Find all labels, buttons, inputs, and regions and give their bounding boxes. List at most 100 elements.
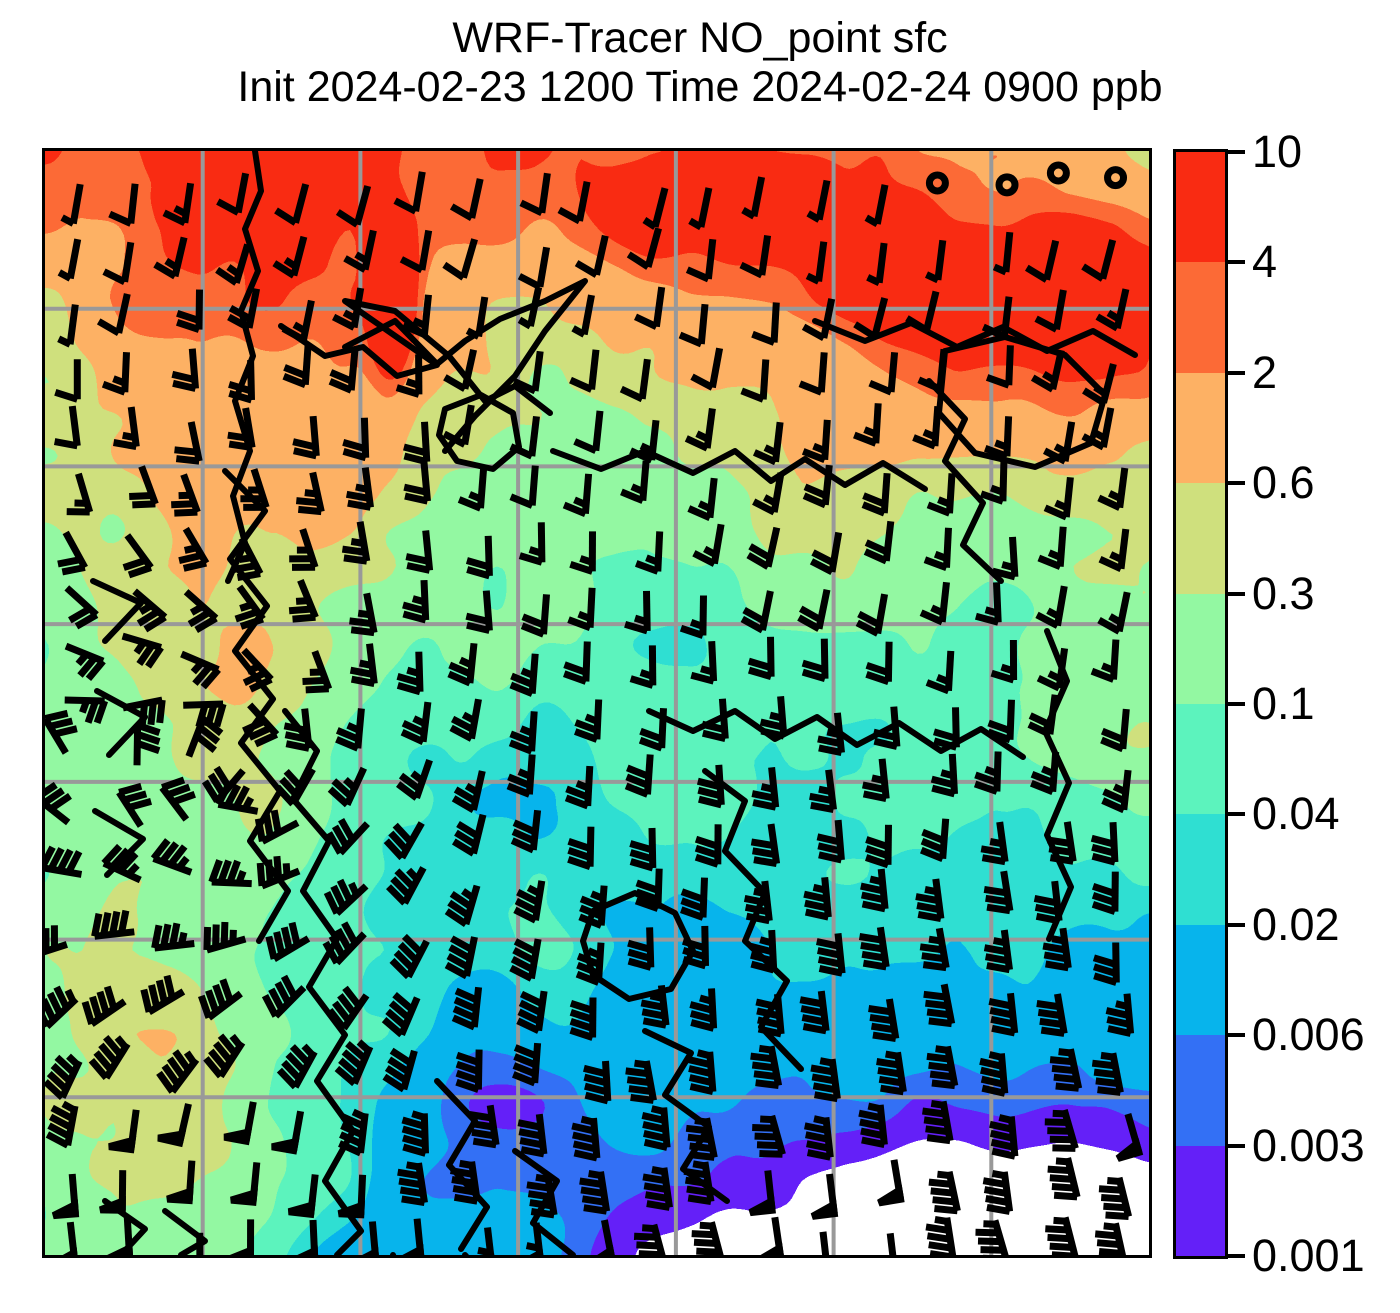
wind-barb — [1046, 161, 1070, 185]
wind-barb — [1104, 166, 1128, 190]
wind-barb — [108, 1109, 140, 1154]
wind-barb — [395, 354, 423, 398]
wind-barb — [574, 234, 609, 278]
wind-barb — [403, 460, 431, 505]
wind-barb — [53, 405, 81, 450]
wind-barb — [227, 407, 256, 451]
wind-barb — [517, 286, 543, 330]
wind-barb — [933, 707, 960, 751]
wind-barb — [171, 348, 199, 392]
wind-barb — [203, 921, 247, 954]
tracer-contour-field — [45, 151, 1149, 1255]
wind-barb — [444, 884, 481, 928]
wind-barb — [1100, 708, 1130, 753]
wind-barb — [122, 696, 166, 727]
wind-barb — [799, 990, 830, 1035]
wind-barb — [402, 579, 430, 624]
map-plot-area[interactable] — [42, 148, 1152, 1258]
wind-barb — [171, 473, 201, 517]
colorbar-tick-mark — [1228, 1254, 1245, 1258]
wind-barb — [863, 520, 895, 565]
colorbar-tick-label: 0.04 — [1252, 789, 1340, 839]
wind-barb — [525, 1222, 544, 1255]
colorbar-tick-label: 0.6 — [1252, 458, 1315, 508]
wind-barb — [930, 753, 958, 798]
wind-barb — [747, 636, 775, 681]
colorbar[interactable] — [1173, 149, 1228, 1259]
wind-barb — [1115, 1113, 1144, 1162]
wind-barb — [509, 653, 539, 697]
colorbar-tick-mark — [1228, 591, 1245, 596]
wind-barb — [506, 754, 536, 798]
colorbar-tick-mark — [1228, 481, 1245, 486]
wind-barb — [866, 242, 888, 286]
wind-barb — [509, 938, 542, 982]
wind-barb — [624, 754, 654, 798]
wind-barb — [990, 639, 1018, 684]
wind-barb — [451, 770, 486, 814]
wind-barb — [1091, 1051, 1124, 1096]
wind-barb — [509, 465, 539, 509]
wind-barb — [1036, 647, 1069, 692]
wind-barb — [571, 294, 595, 338]
colorbar-band — [1176, 1035, 1225, 1146]
wind-barb — [688, 187, 713, 231]
wind-barb — [45, 845, 83, 878]
wind-barb — [872, 706, 901, 750]
wind-barb — [272, 235, 308, 279]
coastline-path — [1042, 628, 1074, 942]
wind-barb — [526, 1173, 558, 1219]
wind-barb — [802, 464, 833, 509]
wind-barb — [696, 764, 725, 809]
wind-barb — [987, 699, 1015, 744]
wind-barb — [740, 590, 774, 634]
wind-barb — [861, 472, 891, 517]
wind-barb — [626, 227, 662, 270]
wind-barb — [271, 1110, 305, 1155]
wind-barb — [690, 347, 724, 391]
title-line-2: Init 2024-02-23 1200 Time 2024-02-24 090… — [0, 63, 1400, 112]
coastline-overlay — [45, 151, 1149, 1255]
colorbar-tick-label: 0.006 — [1252, 1010, 1365, 1060]
wind-barb — [64, 696, 109, 724]
wind-barb — [381, 992, 421, 1038]
wind-barb — [343, 229, 377, 273]
wind-barb — [512, 350, 544, 395]
wind-barb — [102, 241, 135, 286]
colorbar-tick-label: 0.02 — [1252, 899, 1340, 950]
wind-barb — [1090, 822, 1119, 866]
wind-barb — [64, 642, 106, 682]
wind-barb — [1035, 585, 1068, 629]
wind-barb — [797, 588, 831, 632]
wind-barb — [751, 302, 780, 346]
wind-barb — [989, 1114, 1019, 1160]
wind-barb — [101, 352, 130, 396]
wind-barb — [981, 296, 1013, 340]
wind-barb — [335, 708, 365, 752]
wind-barb — [633, 1223, 666, 1255]
colorbar-tick-label: 0.3 — [1252, 568, 1315, 619]
wind-barb — [180, 650, 221, 690]
wind-barb — [627, 927, 655, 971]
wind-barb — [227, 288, 261, 332]
wind-barb — [287, 1174, 319, 1219]
wind-barb — [108, 183, 139, 227]
wind-barb — [349, 643, 378, 687]
wind-barb — [749, 929, 778, 974]
wind-barb — [583, 1060, 612, 1105]
wind-barb — [925, 650, 955, 695]
wind-barb — [1097, 467, 1129, 511]
wind-barb — [1097, 591, 1131, 635]
wind-barb — [805, 241, 828, 285]
wind-barb — [174, 421, 203, 465]
wind-barb — [288, 578, 319, 623]
colorbar-tick-mark — [1228, 1143, 1245, 1148]
wind-barb — [679, 595, 707, 639]
wind-barb — [1094, 1222, 1126, 1255]
wind-barb — [234, 584, 266, 630]
wind-barb — [345, 467, 374, 511]
wind-barb — [640, 984, 670, 1029]
wind-barb — [511, 1042, 542, 1087]
wind-barb — [687, 1049, 717, 1096]
colorbar-tick-mark — [1228, 150, 1245, 154]
